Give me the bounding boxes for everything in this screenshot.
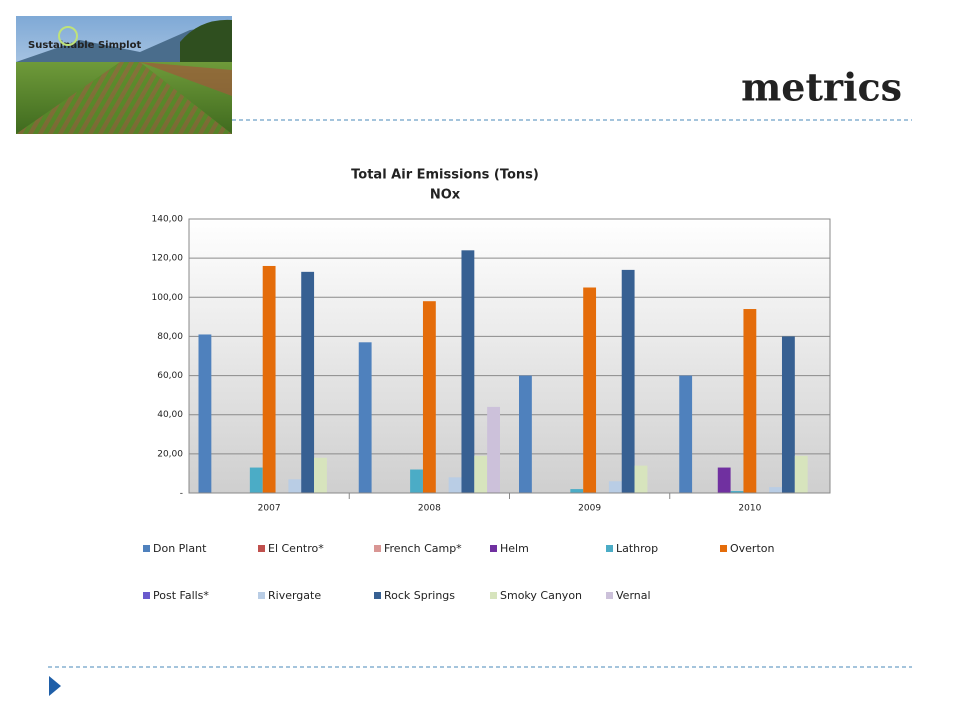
bar — [570, 489, 584, 493]
bar — [249, 467, 263, 493]
bar — [621, 269, 635, 493]
legend-label: Overton — [730, 542, 775, 555]
bar — [288, 479, 302, 493]
legend-label: El Centro* — [268, 542, 324, 555]
heading: metrics — [741, 65, 902, 110]
legend-label: Smoky Canyon — [500, 589, 582, 602]
legend-swatch — [490, 545, 497, 552]
legend-swatch — [143, 545, 150, 552]
bar — [198, 334, 212, 493]
legend-label: Vernal — [616, 589, 651, 602]
chart-title: Total Air Emissions (Tons) — [351, 168, 539, 183]
bullet — [49, 676, 61, 696]
bar — [608, 481, 622, 493]
bar — [358, 342, 372, 493]
legend-swatch — [606, 592, 613, 599]
bar — [474, 455, 488, 493]
bar — [461, 250, 475, 493]
bar — [410, 469, 423, 493]
y-tick-label: 120,00 — [152, 254, 184, 264]
bar — [487, 406, 500, 493]
bar — [301, 271, 315, 493]
legend-swatch — [374, 545, 381, 552]
y-tick-label: 20,00 — [157, 449, 183, 459]
y-tick-label: 140,00 — [152, 215, 184, 225]
bar — [781, 336, 795, 493]
legend-swatch — [606, 545, 613, 552]
bar — [769, 487, 782, 493]
plot-border — [188, 218, 831, 494]
y-tick-label: 100,00 — [152, 293, 184, 303]
bar — [422, 301, 436, 493]
legend-label: Rock Springs — [384, 589, 455, 602]
y-tick-label: 60,00 — [157, 371, 183, 381]
y-tick-label: 40,00 — [157, 410, 183, 420]
legend-swatch — [374, 592, 381, 599]
legend-swatch — [143, 592, 150, 599]
x-tick-label: 2009 — [578, 504, 601, 514]
legend-label: Post Falls* — [153, 589, 209, 602]
x-tick-label: 2010 — [738, 504, 761, 514]
plot-area — [189, 219, 830, 493]
legend-swatch — [258, 592, 265, 599]
x-tick-label: 2008 — [418, 504, 441, 514]
bar — [743, 309, 757, 493]
legend-label: Lathrop — [616, 542, 658, 555]
bar — [679, 375, 693, 493]
logo-text: Sustainable Simplot — [28, 40, 141, 51]
bar — [519, 375, 532, 493]
y-tick-label: - — [180, 489, 183, 499]
legend-swatch — [720, 545, 727, 552]
legend-label: Don Plant — [153, 542, 207, 555]
bar — [262, 265, 276, 493]
bar — [448, 477, 462, 493]
legend-label: Rivergate — [268, 589, 321, 602]
chart-subtitle: NOx — [430, 188, 461, 203]
logo: Sustainable Simplot — [16, 16, 232, 134]
legend-swatch — [258, 545, 265, 552]
bar — [730, 491, 744, 493]
legend-label: French Camp* — [384, 542, 462, 555]
legend-swatch — [490, 592, 497, 599]
y-tick-label: 80,00 — [157, 332, 183, 342]
bar — [314, 457, 327, 493]
bar — [794, 455, 808, 493]
x-tick-label: 2007 — [258, 504, 281, 514]
bar — [583, 287, 597, 493]
bar — [717, 467, 731, 493]
legend-label: Helm — [500, 542, 529, 555]
bar — [634, 465, 648, 493]
